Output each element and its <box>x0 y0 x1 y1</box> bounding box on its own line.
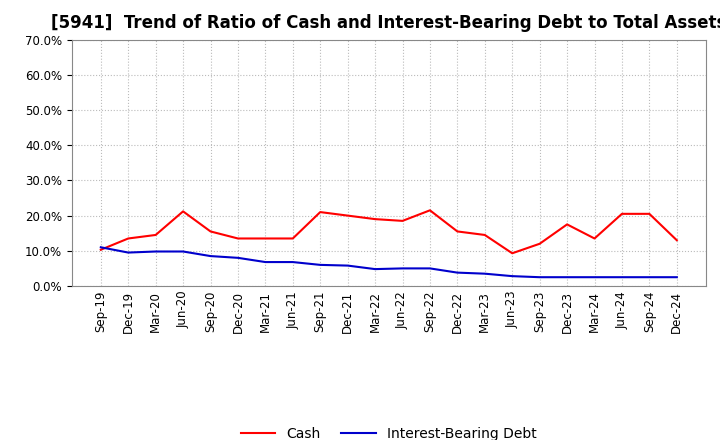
Interest-Bearing Debt <box>426 266 434 271</box>
Line: Interest-Bearing Debt: Interest-Bearing Debt <box>101 247 677 277</box>
Interest-Bearing Debt <box>151 249 160 254</box>
Interest-Bearing Debt <box>536 275 544 280</box>
Interest-Bearing Debt <box>371 267 379 272</box>
Cash <box>316 209 325 215</box>
Cash <box>536 241 544 246</box>
Interest-Bearing Debt <box>206 253 215 259</box>
Interest-Bearing Debt <box>508 274 516 279</box>
Cash <box>151 232 160 238</box>
Cash <box>672 238 681 243</box>
Cash <box>233 236 242 241</box>
Cash <box>480 232 489 238</box>
Cash <box>618 211 626 216</box>
Interest-Bearing Debt <box>96 245 105 250</box>
Cash <box>179 209 187 214</box>
Cash <box>426 208 434 213</box>
Interest-Bearing Debt <box>645 275 654 280</box>
Interest-Bearing Debt <box>398 266 407 271</box>
Interest-Bearing Debt <box>618 275 626 280</box>
Interest-Bearing Debt <box>316 262 325 268</box>
Cash <box>371 216 379 222</box>
Cash <box>398 218 407 224</box>
Interest-Bearing Debt <box>179 249 187 254</box>
Cash <box>563 222 572 227</box>
Title: [5941]  Trend of Ratio of Cash and Interest-Bearing Debt to Total Assets: [5941] Trend of Ratio of Cash and Intere… <box>51 15 720 33</box>
Interest-Bearing Debt <box>261 260 270 265</box>
Interest-Bearing Debt <box>289 260 297 265</box>
Cash <box>645 211 654 216</box>
Cash <box>508 251 516 256</box>
Cash <box>453 229 462 234</box>
Interest-Bearing Debt <box>590 275 599 280</box>
Interest-Bearing Debt <box>343 263 352 268</box>
Interest-Bearing Debt <box>233 255 242 260</box>
Cash <box>206 229 215 234</box>
Cash <box>124 236 132 241</box>
Interest-Bearing Debt <box>480 271 489 276</box>
Line: Cash: Cash <box>101 210 677 253</box>
Cash <box>96 247 105 253</box>
Cash <box>261 236 270 241</box>
Interest-Bearing Debt <box>453 270 462 275</box>
Interest-Bearing Debt <box>124 250 132 255</box>
Cash <box>590 236 599 241</box>
Cash <box>289 236 297 241</box>
Legend: Cash, Interest-Bearing Debt: Cash, Interest-Bearing Debt <box>235 421 543 440</box>
Interest-Bearing Debt <box>672 275 681 280</box>
Cash <box>343 213 352 218</box>
Interest-Bearing Debt <box>563 275 572 280</box>
